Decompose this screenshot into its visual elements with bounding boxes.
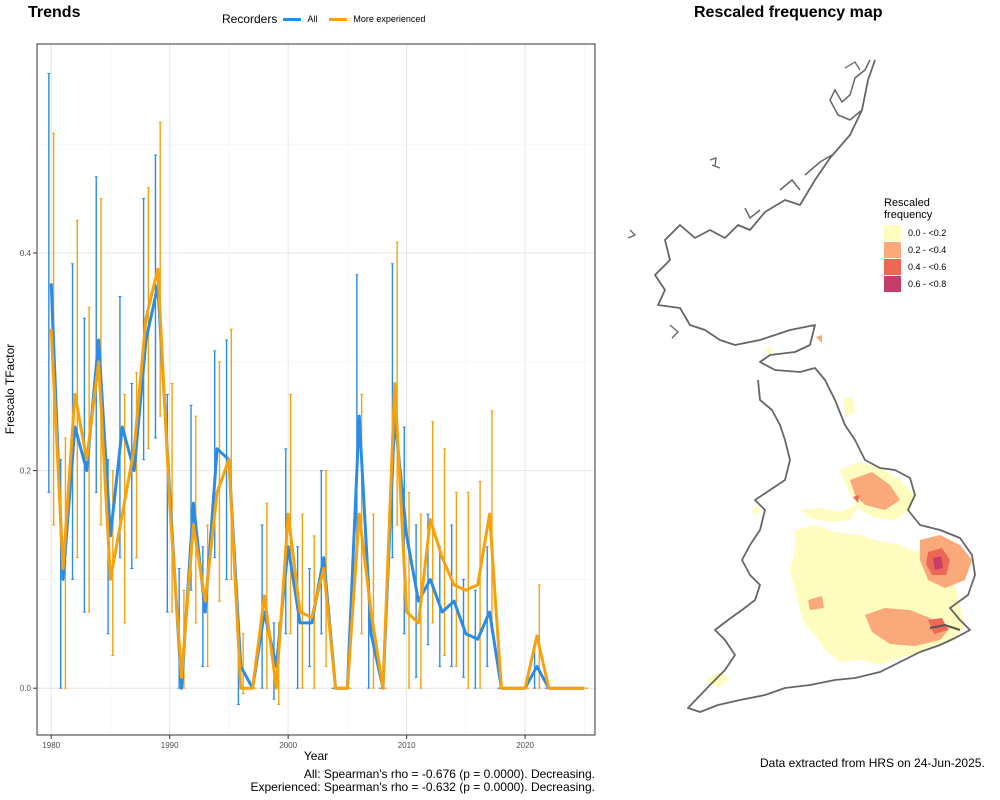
- trend-statistics: All: Spearman's rho = -0.676 (p = 0.0000…: [251, 768, 596, 794]
- map-legend-swatch: [884, 224, 901, 241]
- y-tick-label: 0.4: [20, 249, 32, 258]
- coastline: [654, 59, 976, 713]
- map-legend-label: 0.6 - <0.8: [908, 278, 947, 289]
- legend-swatch-all: [283, 17, 302, 21]
- axis-layer: 1980 1990 2000 2010 2020 0.0 0.2 0.4: [20, 43, 596, 750]
- coastline-islands: [627, 61, 861, 339]
- y-tick-label: 0.2: [20, 467, 32, 476]
- x-tick-label: 1980: [42, 741, 60, 750]
- y-axis-label: Frescalo TFactor: [3, 344, 17, 434]
- map-legend-label: 0.4 - <0.6: [908, 261, 947, 272]
- map-fill-top: [933, 556, 943, 570]
- map-legend-swatch: [884, 258, 901, 275]
- legend-swatch-experienced: [329, 17, 348, 21]
- series-lines-layer: [49, 267, 585, 690]
- chart-legend: Recorders All More experienced: [222, 12, 425, 26]
- map-title: Rescaled frequency map: [694, 4, 883, 21]
- x-tick-label: 2020: [516, 741, 534, 750]
- stats-all: All: Spearman's rho = -0.676 (p = 0.0000…: [303, 767, 595, 781]
- stats-experienced: Experienced: Spearman's rho = -0.632 (p …: [250, 780, 596, 794]
- map-legend-swatch: [884, 241, 901, 258]
- plot-border: [36, 43, 596, 736]
- trend-chart: 1980 1990 2000 2010 2020 0.0 0.2 0.4 Frescalo T…: [3, 43, 596, 760]
- frequency-map: [627, 59, 976, 713]
- map-legend-label: 0.2 - <0.4: [908, 244, 947, 255]
- map-legend-item: 0.6 - <0.8: [884, 275, 946, 292]
- map-legend-item: 0.0 - <0.2: [884, 224, 946, 241]
- y-tick-label: 0.0: [20, 684, 32, 693]
- map-legend-title-2: frequency: [884, 209, 933, 221]
- x-axis-label: Year: [304, 749, 328, 760]
- data-source-note: Data extracted from HRS on 24-Jun-2025.: [760, 756, 985, 770]
- grid-layer: [37, 44, 595, 735]
- x-tick-label: 2010: [398, 741, 416, 750]
- coastline-north: [744, 59, 871, 220]
- series-line-experienced: [49, 267, 585, 690]
- error-bars-layer: [47, 72, 589, 706]
- x-tick-label: 2000: [279, 741, 297, 750]
- x-tick-label: 1990: [161, 741, 179, 750]
- map-legend-swatch: [884, 275, 901, 292]
- legend-title: Recorders: [222, 12, 278, 26]
- legend-label-experienced: More experienced: [353, 14, 426, 24]
- map-legend: Rescaled frequency 0.0 - <0.2 0.2 - <0.4…: [884, 197, 946, 292]
- chart-title: Trends: [28, 4, 81, 21]
- map-legend-label: 0.0 - <0.2: [908, 227, 947, 238]
- map-legend-item: 0.2 - <0.4: [884, 241, 946, 258]
- map-legend-item: 0.4 - <0.6: [884, 258, 946, 275]
- legend-label-all: All: [307, 14, 318, 24]
- map-legend-title-1: Rescaled: [884, 197, 930, 209]
- coastline-thames: [929, 623, 961, 631]
